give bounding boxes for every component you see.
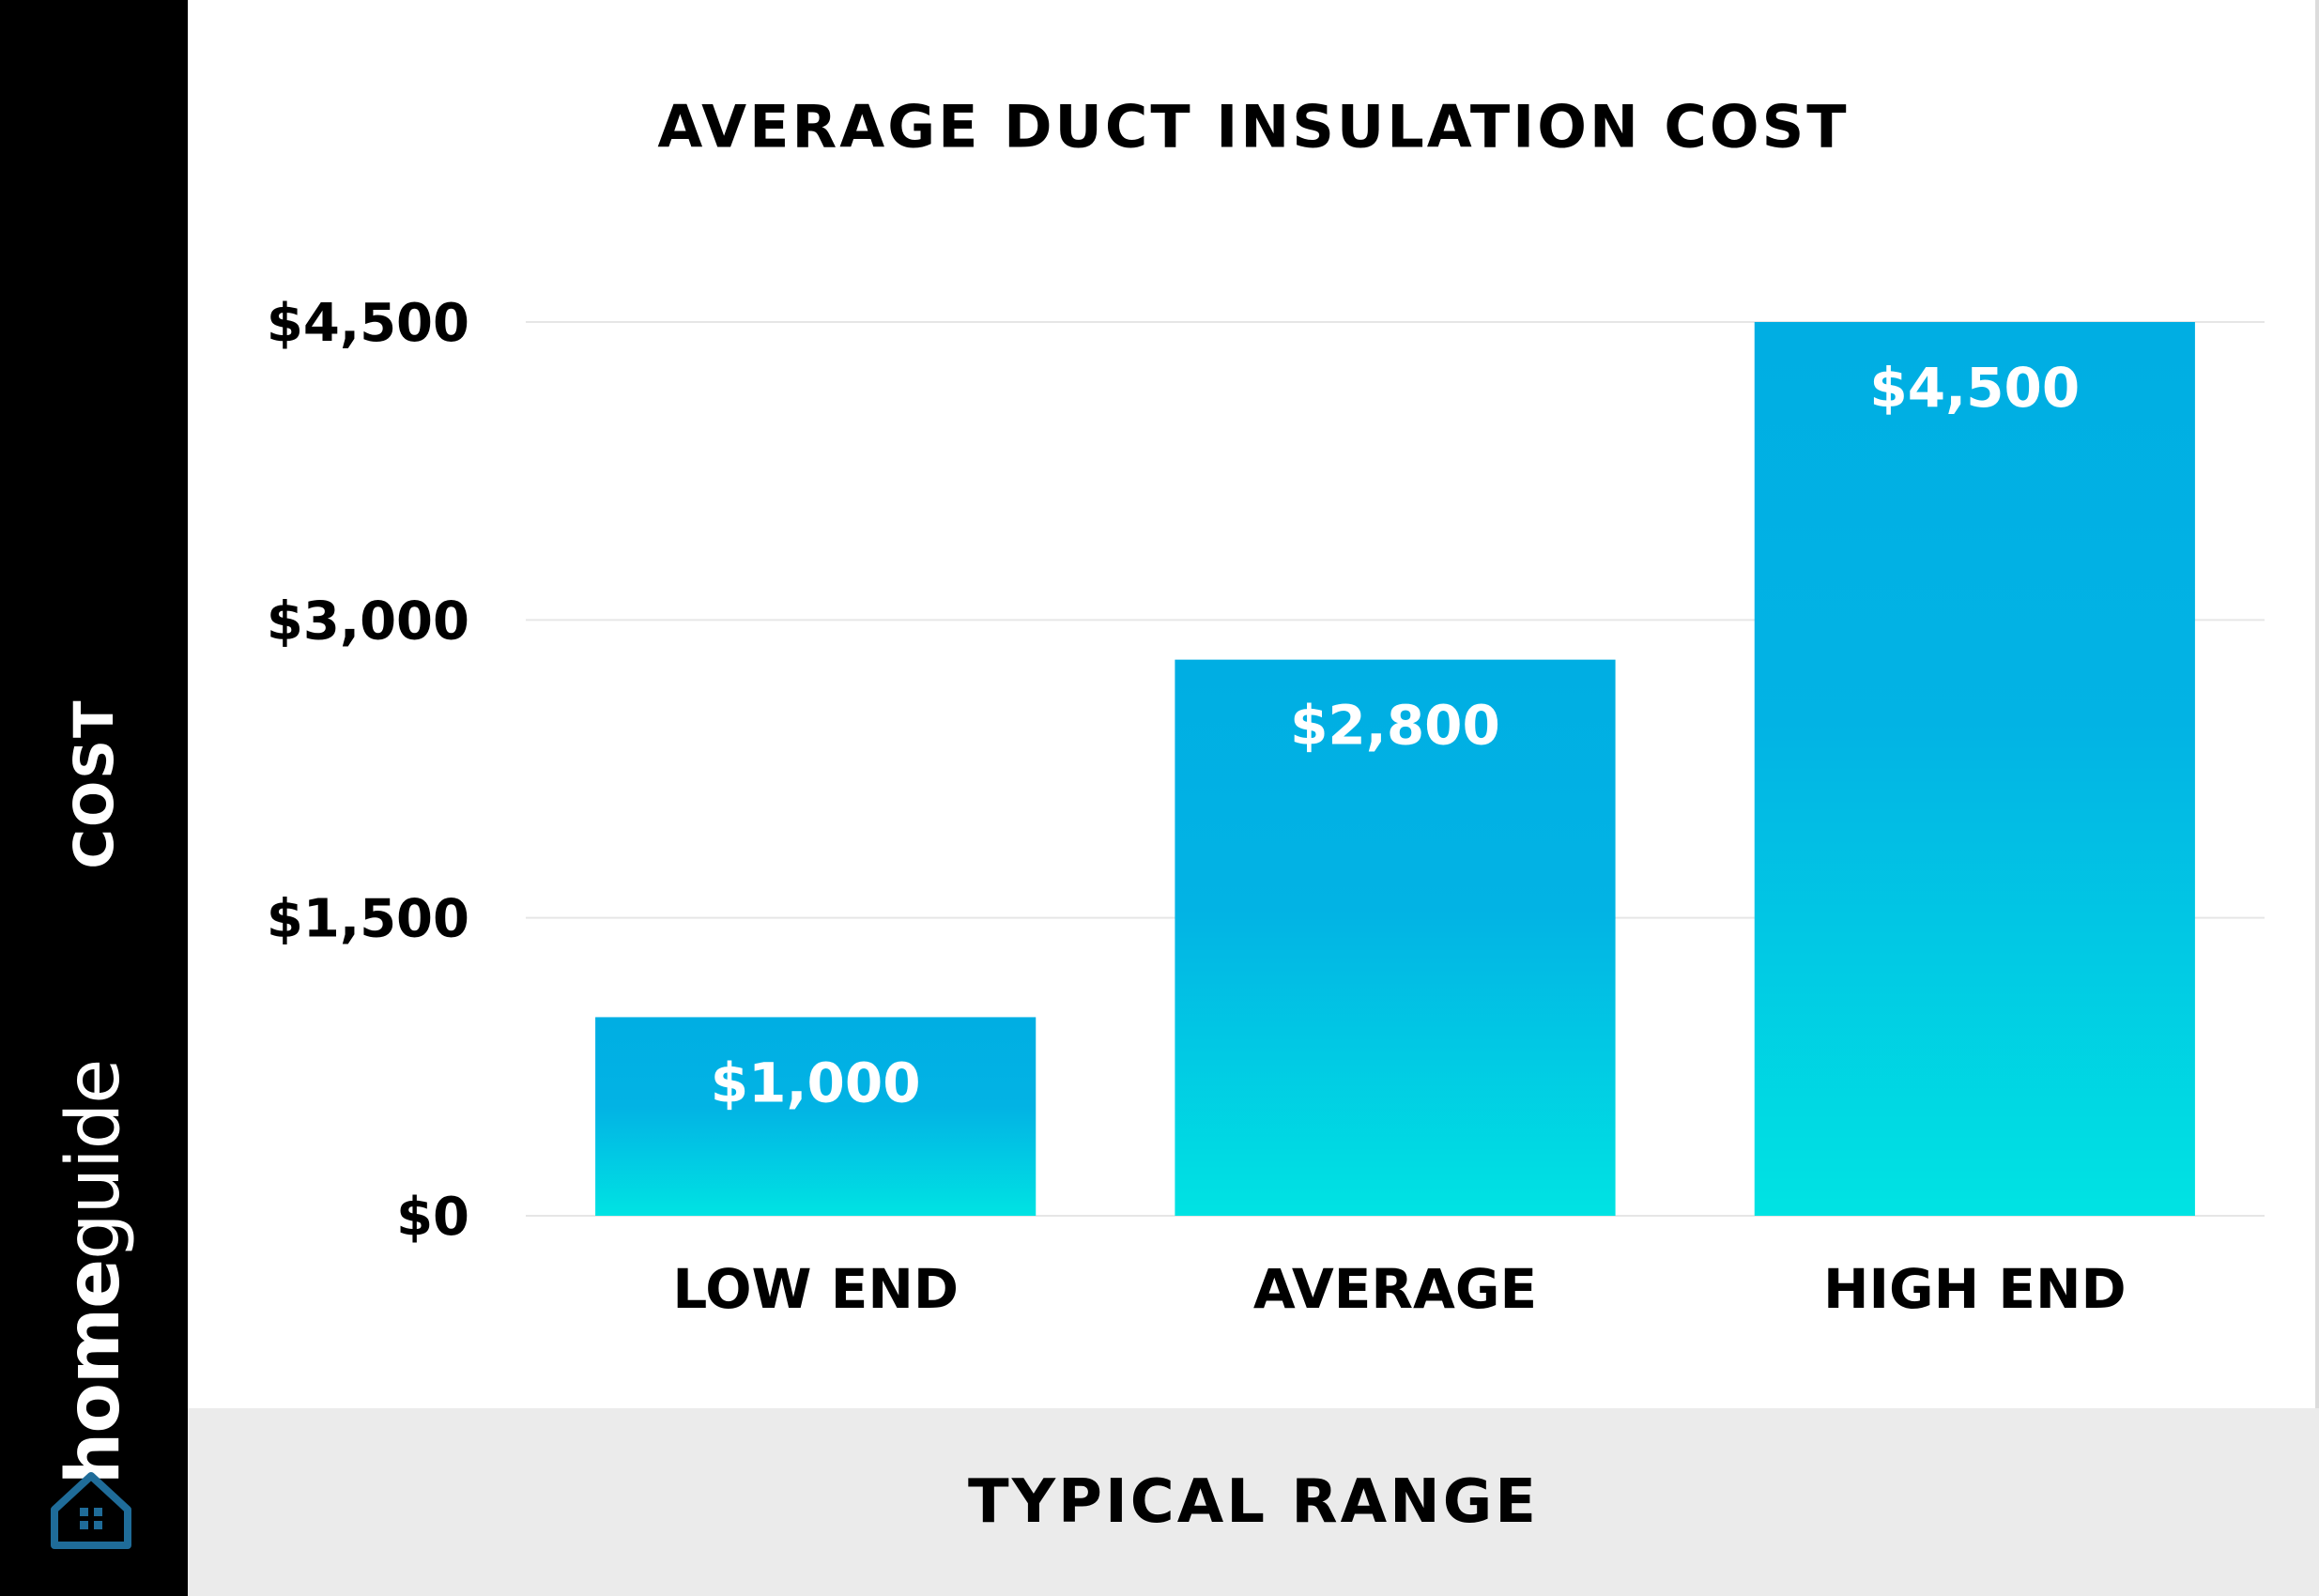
x-axis-label: TYPICAL RANGE [968,1467,1539,1537]
category-label: HIGH END [1823,1257,2127,1321]
panel-edge [2315,0,2319,1408]
data-label: $1,000 [711,1051,921,1114]
category-label: AVERAGE [1253,1257,1537,1321]
left-band: COST homeguide [0,0,188,1596]
house-icon [51,1472,131,1549]
category-labels: LOW END AVERAGE HIGH END [672,1257,2126,1321]
bars: $1,000 $2,800 $4,500 [595,322,2195,1216]
y-tick-label: $4,500 [267,293,469,354]
y-tick-label: $0 [396,1187,469,1248]
bar [595,1017,1037,1216]
data-label: $2,800 [1290,694,1500,758]
data-label: $4,500 [1869,356,2080,420]
category-label: LOW END [672,1257,959,1321]
y-tick-label: $1,500 [267,889,469,950]
bottom-band: TYPICAL RANGE [188,1408,2319,1596]
bar [1754,322,2195,1216]
chart-title: AVERAGE DUCT INSULATION COST [657,92,1850,161]
y-tick-labels: $0 $1,500 $3,000 $4,500 [267,293,469,1248]
bar [1175,659,1616,1216]
bar-chart: $0$1,500$3,000$4,500 $1,000$2,800$4,500 … [267,293,2265,1321]
y-tick-label: $3,000 [267,591,469,652]
